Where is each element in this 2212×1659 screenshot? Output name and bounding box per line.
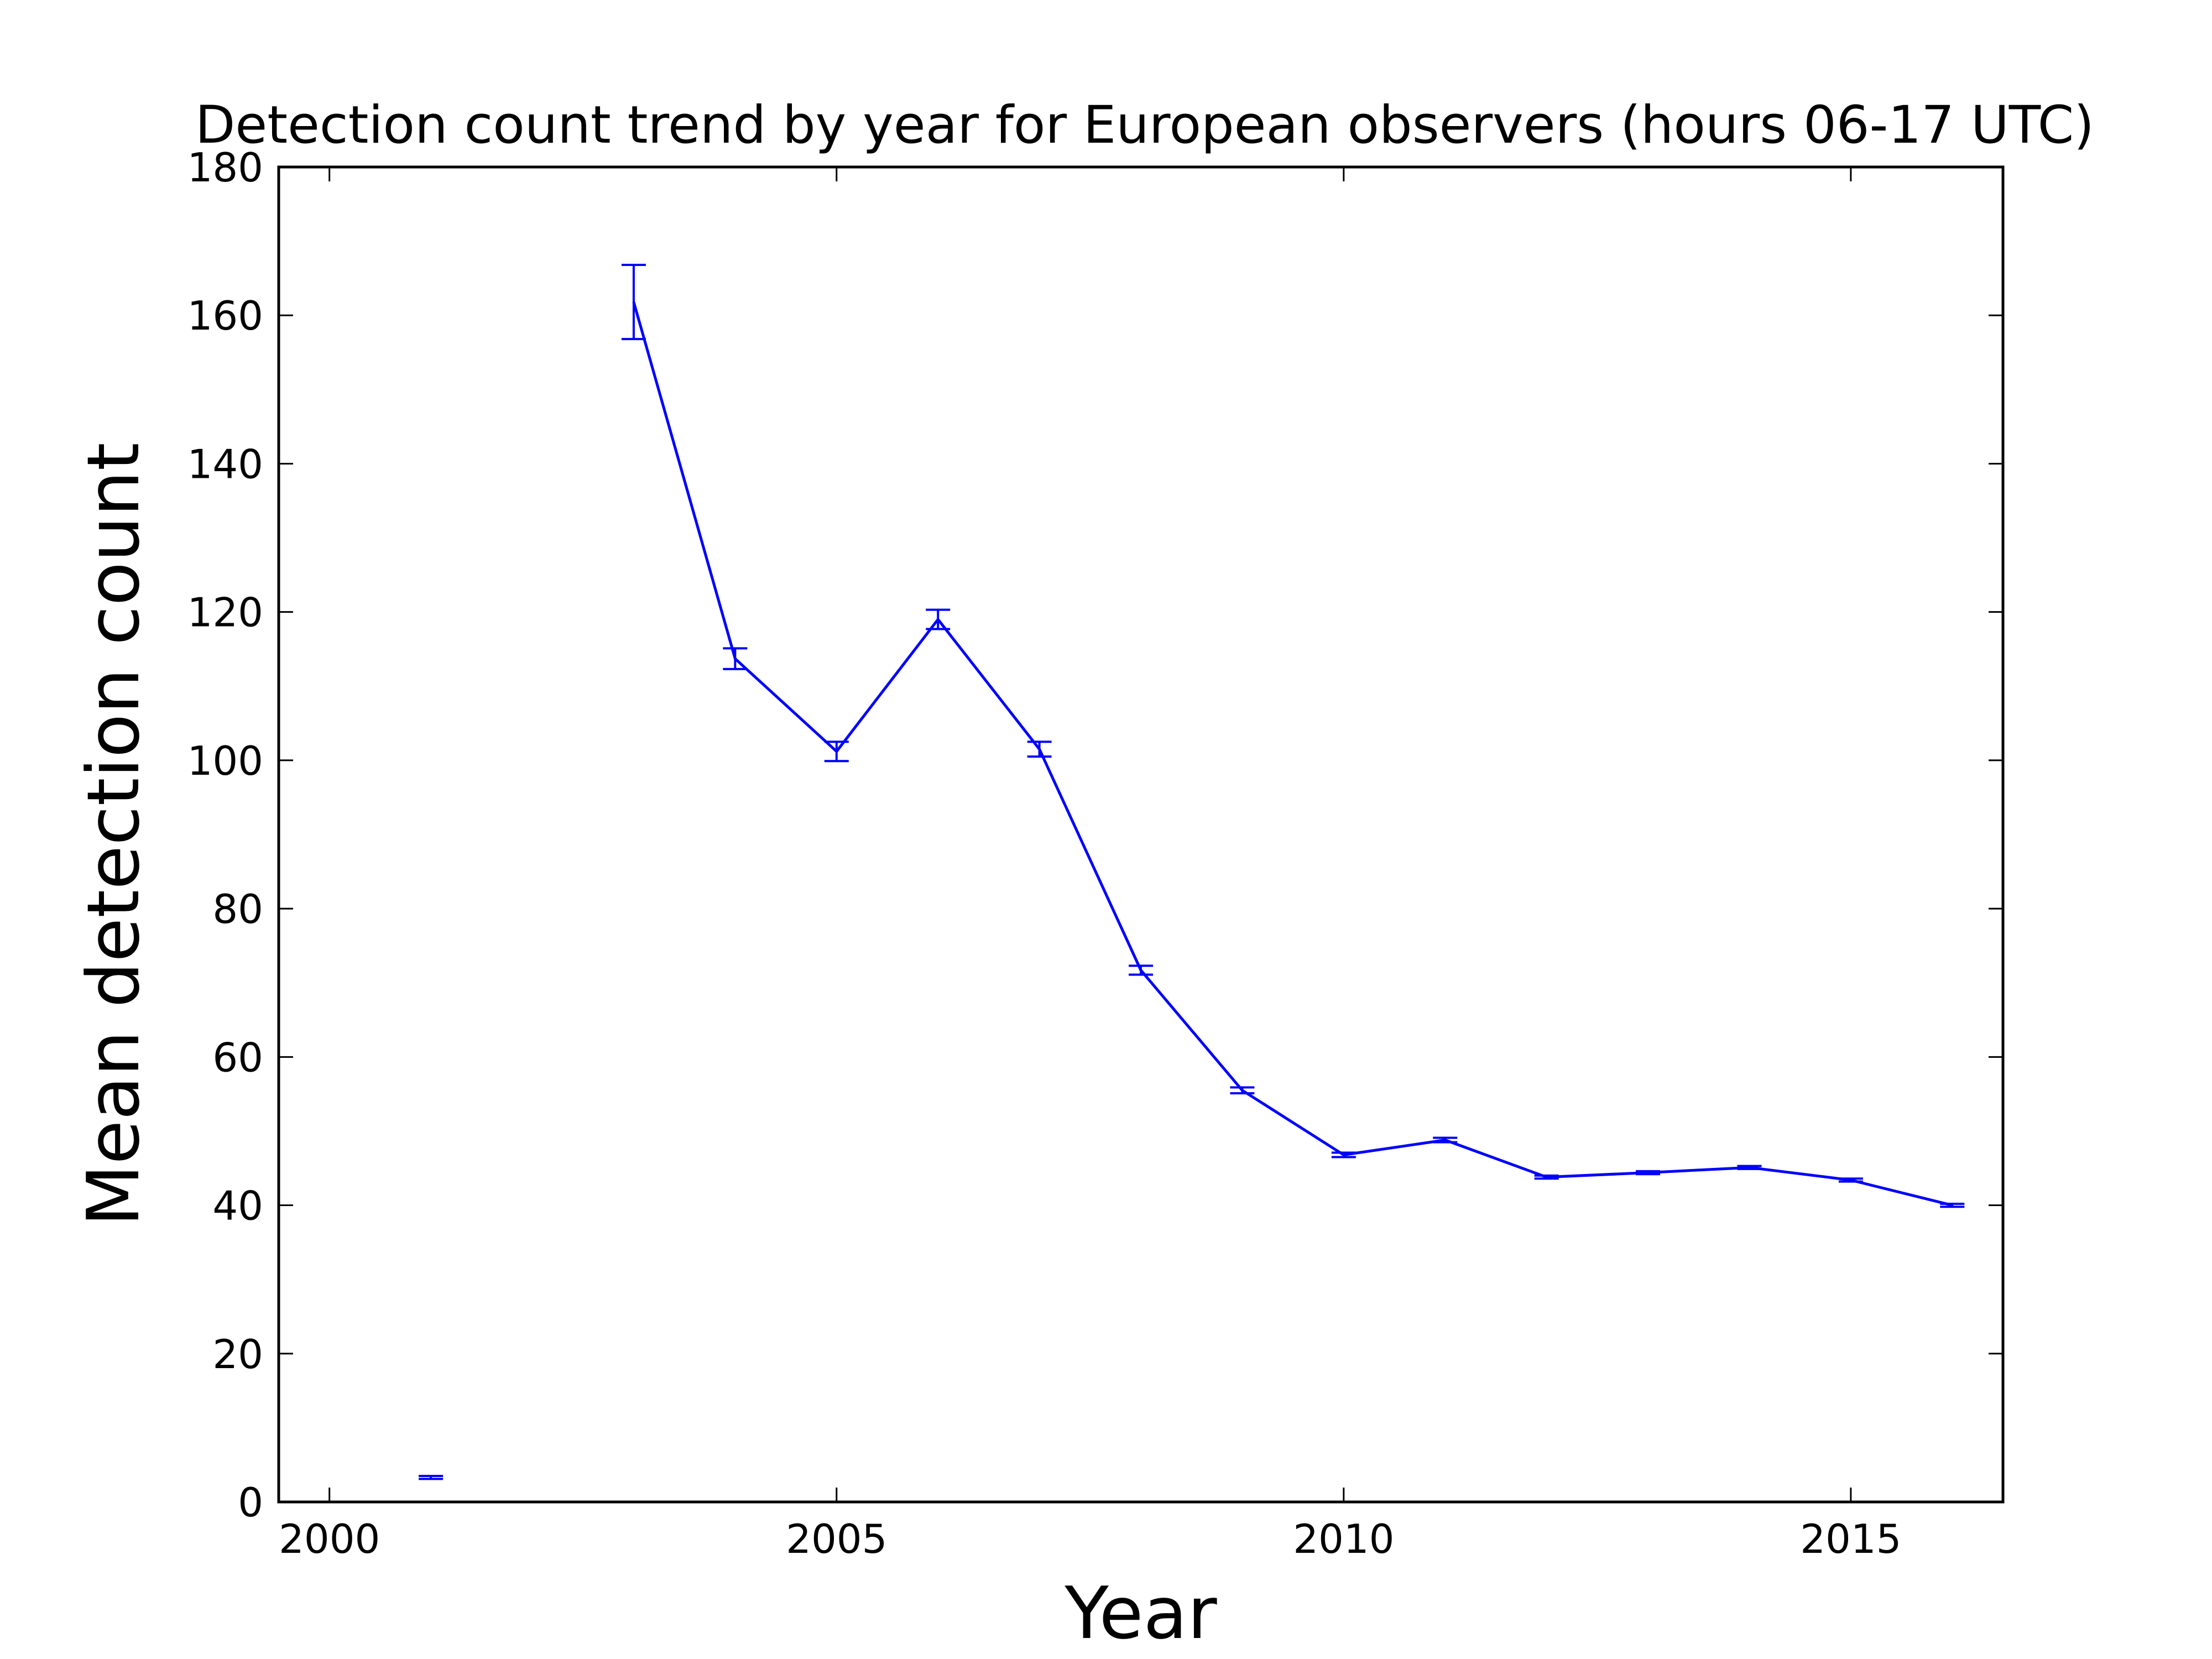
y-tick-label: 160	[187, 293, 263, 339]
error-bar	[1230, 1086, 1255, 1095]
chart-title: Detection count trend by year for Europe…	[195, 95, 2094, 155]
y-tick-label: 0	[238, 1479, 263, 1526]
error-bar	[621, 264, 646, 341]
error-bar	[1940, 1202, 1965, 1208]
error-bar	[1129, 964, 1153, 976]
y-tick-label: 100	[187, 738, 263, 784]
y-tick-label: 120	[187, 589, 263, 636]
error-bar	[1027, 740, 1052, 758]
x-tick-label: 2005	[786, 1516, 887, 1562]
x-tick-label: 2010	[1293, 1516, 1394, 1562]
error-bar	[1331, 1151, 1356, 1159]
error-bar	[1636, 1170, 1661, 1176]
error-bar	[1737, 1165, 1762, 1170]
error-bar	[1433, 1136, 1458, 1144]
series-line	[632, 301, 1953, 1207]
y-tick-label: 20	[212, 1331, 263, 1378]
y-tick-label: 40	[212, 1183, 263, 1229]
data-series	[419, 264, 1965, 1480]
x-tick-label: 2015	[1800, 1516, 1901, 1562]
y-tick-label: 140	[187, 441, 263, 487]
y-tick-label: 180	[187, 144, 263, 191]
x-tick-label: 2000	[279, 1516, 380, 1562]
y-tick-label: 60	[212, 1034, 263, 1081]
plot-frame	[277, 165, 2005, 1504]
error-bar	[1534, 1174, 1559, 1180]
error-bar	[824, 740, 849, 763]
error-bar	[723, 647, 748, 670]
x-axis-label: Year	[1064, 1571, 1217, 1655]
y-tick-label: 80	[212, 886, 263, 932]
y-axis-label: Mean detection count	[71, 442, 155, 1227]
error-bar	[926, 608, 951, 630]
error-bar	[419, 1475, 444, 1480]
error-bar	[1838, 1177, 1863, 1183]
axis-ticks: 2000 2005 2010 2015 0 20 40 60 80 100 120 140 160 180	[187, 144, 2003, 1562]
